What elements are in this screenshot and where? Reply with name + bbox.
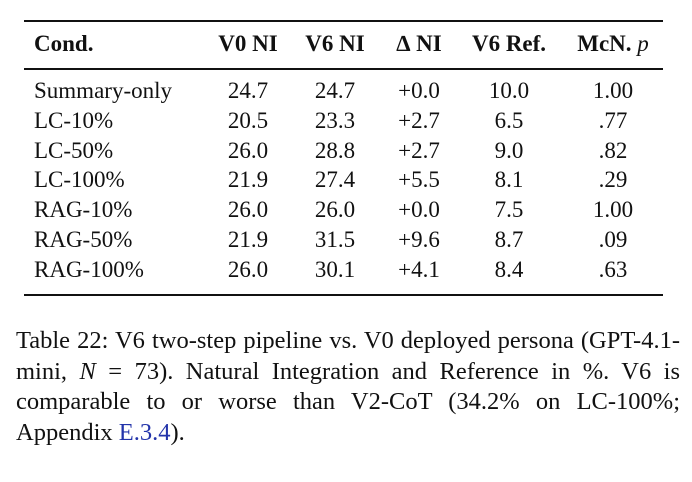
cell-cond: LC-100%	[34, 167, 125, 193]
cell-v0-ni: 26.0	[227, 256, 269, 282]
cell-v6-ni: 23.3	[314, 107, 356, 133]
cell-v6-ni: 30.1	[314, 256, 356, 282]
cell-v0-ni: 24.7	[227, 78, 269, 103]
cell-v6-ref: 8.7	[494, 227, 524, 252]
cell-delta-ni: +0.0	[398, 78, 440, 103]
header-p-symbol: p	[637, 31, 649, 56]
caption-n-variable: N	[79, 357, 96, 385]
cell-v6-ref: 8.4	[494, 256, 524, 282]
caption-text-3: ).	[170, 418, 185, 446]
cell-cond: LC-10%	[34, 107, 114, 133]
cell-delta-ni: +0.0	[398, 197, 440, 223]
header-cond: Cond.	[34, 31, 94, 56]
appendix-link[interactable]: E.3.4	[118, 418, 171, 446]
cell-mcnemar-p: .77	[598, 107, 628, 133]
cell-mcnemar-p: .09	[598, 227, 628, 252]
cell-v6-ref: 7.5	[494, 197, 524, 223]
cell-mcnemar-p: 1.00	[592, 78, 634, 103]
cell-v0-ni: 26.0	[227, 137, 269, 163]
header-v0-ni: V0 NI	[218, 31, 278, 56]
cell-v6-ni: 31.5	[314, 227, 356, 252]
cell-v6-ref: 9.0	[494, 137, 524, 163]
cell-cond: RAG-10%	[34, 197, 133, 223]
cell-cond: RAG-100%	[34, 256, 144, 282]
cell-mcnemar-p: 1.00	[592, 197, 634, 223]
cell-cond: Summary-only	[34, 78, 172, 103]
cell-v6-ref: 6.5	[494, 107, 524, 133]
cell-mcnemar-p: .29	[598, 167, 628, 193]
table-caption: Table 22: V6 two-step pipeline vs. V0 de…	[16, 326, 680, 448]
cell-v6-ni: 28.8	[314, 137, 356, 163]
cell-v0-ni: 21.9	[227, 167, 269, 193]
header-v6-ni: V6 NI	[305, 31, 365, 56]
cell-v6-ref: 8.1	[494, 167, 524, 193]
cell-delta-ni: +9.6	[398, 227, 440, 252]
table-top-rule	[24, 20, 663, 22]
table-header-rule	[24, 68, 663, 70]
table-bottom-rule	[24, 294, 663, 296]
cell-v0-ni: 26.0	[227, 197, 269, 223]
cell-v6-ni: 27.4	[314, 167, 356, 193]
cell-cond: RAG-50%	[34, 227, 133, 252]
caption-text-1: Table 22: V6 two-step pipeline vs. V0 de…	[16, 327, 680, 385]
cell-delta-ni: +4.1	[398, 256, 440, 282]
cell-v6-ni: 24.7	[314, 78, 356, 103]
cell-v0-ni: 20.5	[227, 107, 269, 133]
cell-mcnemar-p: .63	[598, 256, 628, 282]
header-mcnemar-p: McN. p	[568, 30, 658, 58]
header-v6-ref: V6 Ref.	[471, 31, 547, 56]
cell-mcnemar-p: .82	[598, 137, 628, 163]
cell-cond: LC-50%	[34, 137, 114, 163]
header-delta-ni: ∆ NI	[396, 31, 442, 56]
cell-delta-ni: +5.5	[398, 167, 440, 193]
caption-text-2: = 73). Natural Integration and Reference…	[16, 357, 680, 446]
cell-v6-ref: 10.0	[488, 78, 530, 103]
cell-delta-ni: +2.7	[398, 107, 440, 133]
header-mcn-label: McN.	[577, 31, 632, 56]
cell-v0-ni: 21.9	[227, 227, 269, 252]
cell-v6-ni: 26.0	[314, 197, 356, 223]
cell-delta-ni: +2.7	[398, 137, 440, 163]
